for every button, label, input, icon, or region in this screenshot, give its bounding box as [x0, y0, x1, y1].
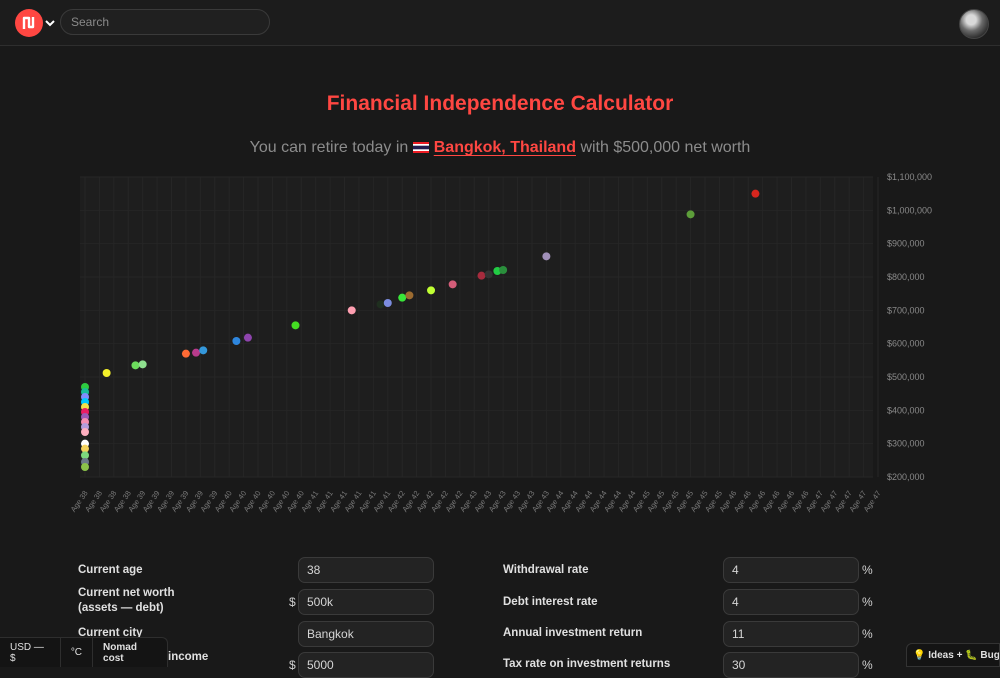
net-worth-dollar-prefix: $	[289, 595, 296, 609]
tax-rate-input[interactable]: 30	[723, 652, 859, 678]
chart-data-point	[376, 300, 385, 309]
chart-data-point	[102, 369, 111, 377]
chevron-down-icon[interactable]	[44, 13, 56, 33]
chart-data-point	[542, 252, 551, 261]
chart-data-point	[81, 451, 89, 460]
chart-data-point	[291, 321, 300, 330]
debt-interest-input[interactable]: 4	[723, 589, 859, 615]
net-worth-input[interactable]: 500k	[298, 589, 434, 615]
chart-y-tick-label: $200,000	[887, 472, 925, 482]
chart-data-point	[751, 189, 760, 198]
chart-data-point	[484, 270, 493, 279]
income-label: income	[168, 651, 209, 663]
chart-y-tick-label: $800,000	[887, 272, 925, 282]
chart-data-point	[383, 299, 392, 307]
chart-data-point	[427, 286, 436, 295]
current-city-label: Current city	[78, 627, 143, 639]
bottom-settings-bar: USD — $ °C Nomad cost	[0, 637, 168, 667]
logo-icon[interactable]	[15, 9, 43, 37]
subtitle-prefix: You can retire today in	[249, 139, 409, 156]
investment-return-input[interactable]: 11	[723, 621, 859, 647]
temperature-toggle[interactable]: °C	[61, 638, 94, 667]
chart-data-point	[138, 360, 147, 369]
chart-data-point	[199, 346, 208, 355]
chart-y-tick-label: $400,000	[887, 405, 925, 415]
chart-y-tick-label: $600,000	[887, 339, 925, 349]
top-navigation-bar	[0, 0, 1000, 46]
investment-return-label: Annual investment return	[503, 627, 643, 639]
chart-data-point	[398, 293, 407, 302]
chart-y-tick-label: $1,100,000	[887, 172, 932, 182]
chart-data-point	[448, 280, 457, 289]
chart-data-point	[243, 333, 252, 342]
avatar[interactable]	[959, 9, 989, 39]
page-title: Financial Independence Calculator	[326, 92, 674, 115]
subtitle-suffix: with $500,000 net worth	[580, 139, 751, 156]
debt-interest-label: Debt interest rate	[503, 596, 598, 608]
chart-data-point	[192, 348, 201, 357]
withdrawal-rate-percent: %	[862, 563, 873, 577]
chart-data-point	[232, 337, 241, 345]
chart-data-point	[499, 266, 508, 274]
investment-return-percent: %	[862, 627, 873, 641]
chart-data-point	[131, 361, 140, 370]
chart-data-point	[81, 463, 89, 471]
current-city-input[interactable]: Bangkok	[298, 621, 434, 647]
thailand-flag-icon	[412, 142, 429, 153]
tax-rate-label: Tax rate on investment returns	[503, 658, 671, 670]
chart-plot-area	[80, 177, 873, 477]
chart-y-tick-label: $300,000	[887, 439, 925, 449]
chart-data-point	[405, 291, 414, 300]
net-worth-label-line2: (assets — debt)	[78, 602, 164, 614]
tax-rate-percent: %	[862, 658, 873, 672]
chart-data-point	[181, 349, 190, 358]
chart-data-point	[686, 210, 695, 219]
income-input[interactable]: 5000	[298, 652, 434, 678]
current-age-label: Current age	[78, 564, 143, 576]
net-worth-scatter-chart: $1,100,000 $1,000,000 $900,000 $800,000 $700…	[69, 172, 932, 514]
withdrawal-rate-label: Withdrawal rate	[503, 564, 589, 576]
nomad-cost-button[interactable]: Nomad cost	[103, 641, 137, 664]
chart-data-point	[477, 271, 486, 280]
net-worth-label-line1: Current net worth	[78, 587, 175, 599]
chart-data-point	[81, 444, 89, 453]
net-worth-label: Current net worth (assets — debt)	[78, 586, 174, 616]
ideas-bugs-button[interactable]: 💡 Ideas + 🐛 Bugs	[906, 643, 1000, 667]
current-age-input[interactable]: 38	[298, 557, 434, 583]
chart-y-tick-label: $1,000,000	[887, 205, 932, 215]
chart-y-tick-label: $900,000	[887, 239, 925, 249]
debt-interest-percent: %	[862, 595, 873, 609]
chart-y-tick-label: $500,000	[887, 372, 925, 382]
search-input[interactable]	[60, 9, 270, 35]
city-link[interactable]: Bangkok, Thailand	[433, 139, 576, 156]
currency-selector[interactable]: USD — $	[0, 638, 61, 667]
income-dollar-prefix: $	[289, 658, 296, 672]
page-subtitle: You can retire today in Bangkok, Thailan…	[0, 139, 1000, 157]
chart-y-tick-label: $700,000	[887, 305, 925, 315]
chart-data-point	[81, 428, 89, 436]
withdrawal-rate-input[interactable]: 4	[723, 557, 859, 583]
chart-data-point	[347, 306, 356, 315]
